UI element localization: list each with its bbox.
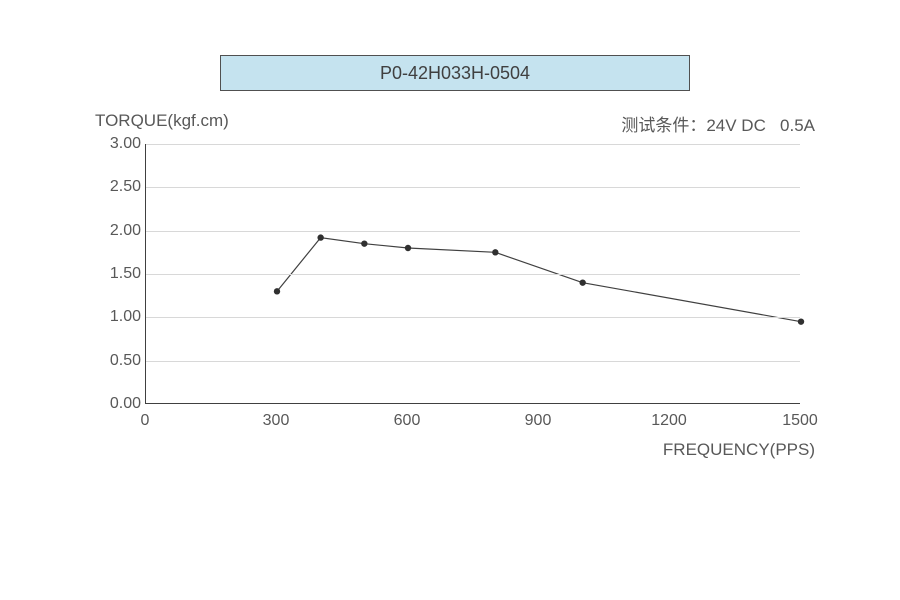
gridline xyxy=(146,231,800,232)
y-tick-label: 2.50 xyxy=(99,178,141,196)
x-tick-label: 1200 xyxy=(651,412,687,430)
y-tick-label: 0.00 xyxy=(99,395,141,413)
x-tick-label: 300 xyxy=(263,412,290,430)
data-point xyxy=(274,288,280,294)
x-tick-label: 600 xyxy=(394,412,421,430)
x-tick-label: 1500 xyxy=(782,412,818,430)
data-point xyxy=(405,245,411,251)
x-tick-label: 900 xyxy=(525,412,552,430)
gridline xyxy=(146,187,800,188)
chart-area: FREQUENCY(PPS) 0.000.501.001.502.002.503… xyxy=(95,144,815,404)
gridline xyxy=(146,317,800,318)
y-tick-label: 1.00 xyxy=(99,308,141,326)
plot-area xyxy=(145,144,800,404)
y-tick-label: 3.00 xyxy=(99,135,141,153)
data-point xyxy=(317,234,323,240)
x-tick-label: 0 xyxy=(141,412,150,430)
y-tick-label: 2.00 xyxy=(99,222,141,240)
gridline xyxy=(146,274,800,275)
chart-title: P0-42H033H-0504 xyxy=(380,63,530,84)
header-row: TORQUE(kgf.cm) 测试条件：24V DC 0.5A xyxy=(95,111,815,136)
data-point xyxy=(579,279,585,285)
y-tick-label: 1.50 xyxy=(99,265,141,283)
x-axis-label: FREQUENCY(PPS) xyxy=(663,440,815,460)
data-point xyxy=(361,240,367,246)
gridline xyxy=(146,144,800,145)
gridline xyxy=(146,361,800,362)
data-point xyxy=(492,249,498,255)
chart-title-box: P0-42H033H-0504 xyxy=(220,55,690,91)
y-axis-label: TORQUE(kgf.cm) xyxy=(95,111,229,136)
y-tick-label: 0.50 xyxy=(99,352,141,370)
data-point xyxy=(798,318,804,324)
test-condition: 测试条件：24V DC 0.5A xyxy=(621,111,815,136)
